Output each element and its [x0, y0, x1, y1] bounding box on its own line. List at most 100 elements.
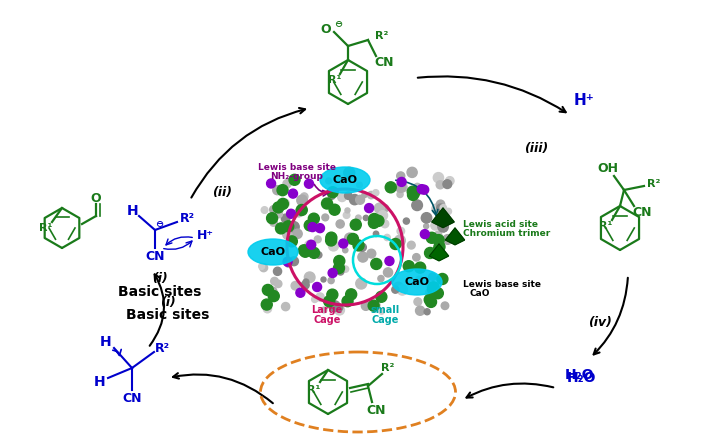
Circle shape [328, 192, 336, 199]
Circle shape [441, 226, 447, 232]
Circle shape [428, 282, 439, 293]
Circle shape [293, 229, 302, 238]
Circle shape [294, 209, 303, 217]
Circle shape [277, 185, 288, 196]
Circle shape [277, 198, 289, 209]
Circle shape [299, 245, 310, 256]
Circle shape [385, 182, 396, 193]
Circle shape [264, 304, 271, 313]
Circle shape [397, 177, 406, 187]
Circle shape [282, 303, 289, 311]
Circle shape [426, 233, 434, 241]
Circle shape [258, 264, 265, 269]
Text: Large: Large [311, 305, 343, 315]
Circle shape [414, 183, 421, 191]
Circle shape [407, 167, 417, 177]
Polygon shape [429, 244, 449, 261]
Circle shape [289, 257, 299, 266]
Circle shape [390, 238, 401, 249]
Circle shape [432, 288, 444, 299]
Circle shape [276, 223, 287, 234]
Circle shape [345, 208, 350, 213]
Circle shape [413, 253, 420, 261]
Text: H₂O: H₂O [567, 371, 597, 385]
Circle shape [261, 299, 272, 310]
Ellipse shape [320, 167, 370, 193]
Circle shape [300, 246, 311, 257]
Circle shape [342, 296, 353, 307]
Circle shape [373, 302, 380, 309]
Circle shape [336, 220, 344, 228]
Circle shape [414, 298, 422, 306]
Ellipse shape [248, 239, 298, 265]
Text: Lewis base site: Lewis base site [258, 162, 336, 172]
Text: Lewis base site: Lewis base site [463, 279, 541, 289]
Circle shape [287, 209, 295, 218]
Circle shape [327, 289, 338, 300]
Circle shape [385, 257, 394, 265]
Circle shape [367, 249, 376, 258]
Circle shape [326, 232, 337, 243]
Circle shape [327, 187, 338, 198]
Circle shape [349, 194, 360, 205]
Circle shape [271, 277, 279, 285]
Circle shape [308, 213, 319, 224]
Circle shape [361, 301, 370, 310]
Circle shape [436, 200, 445, 209]
Circle shape [274, 280, 282, 288]
Circle shape [296, 205, 307, 216]
Text: R¹: R¹ [328, 75, 342, 85]
Text: (ii): (ii) [212, 186, 232, 198]
Circle shape [338, 193, 346, 202]
Text: (iv): (iv) [588, 315, 612, 329]
Text: H⁺: H⁺ [574, 92, 595, 107]
Polygon shape [432, 208, 454, 227]
Circle shape [322, 214, 328, 221]
Circle shape [269, 290, 279, 301]
Circle shape [420, 230, 429, 238]
Circle shape [289, 189, 297, 198]
Circle shape [384, 235, 390, 241]
Text: H: H [127, 204, 139, 218]
Circle shape [300, 193, 308, 200]
Circle shape [408, 186, 418, 197]
Circle shape [273, 186, 282, 194]
Circle shape [335, 305, 344, 315]
Circle shape [305, 240, 315, 251]
Circle shape [415, 306, 425, 315]
Circle shape [362, 192, 367, 198]
Circle shape [328, 278, 334, 284]
Circle shape [425, 247, 436, 258]
Text: H⁺: H⁺ [197, 228, 214, 242]
Circle shape [345, 192, 352, 199]
Circle shape [328, 241, 338, 251]
Circle shape [289, 222, 300, 232]
Circle shape [369, 217, 379, 228]
Circle shape [287, 236, 297, 247]
Circle shape [281, 199, 289, 208]
Circle shape [432, 204, 441, 213]
Circle shape [387, 186, 392, 192]
Circle shape [426, 289, 432, 295]
Circle shape [356, 195, 364, 204]
Text: CaO: CaO [261, 247, 286, 257]
Circle shape [324, 296, 335, 307]
Circle shape [334, 256, 345, 267]
Text: CN: CN [145, 249, 165, 263]
Circle shape [283, 180, 292, 188]
Ellipse shape [392, 269, 442, 295]
Text: O: O [91, 191, 102, 205]
Circle shape [378, 211, 387, 220]
Text: ⊖: ⊖ [334, 19, 342, 29]
Circle shape [371, 258, 382, 269]
Circle shape [328, 268, 337, 278]
Circle shape [412, 200, 423, 211]
Circle shape [398, 183, 407, 192]
Text: NH₂-group: NH₂-group [271, 172, 323, 180]
Circle shape [446, 176, 454, 185]
Text: OH: OH [598, 161, 618, 175]
Circle shape [358, 252, 368, 262]
Circle shape [397, 191, 403, 198]
Circle shape [270, 205, 278, 213]
Circle shape [266, 213, 278, 224]
